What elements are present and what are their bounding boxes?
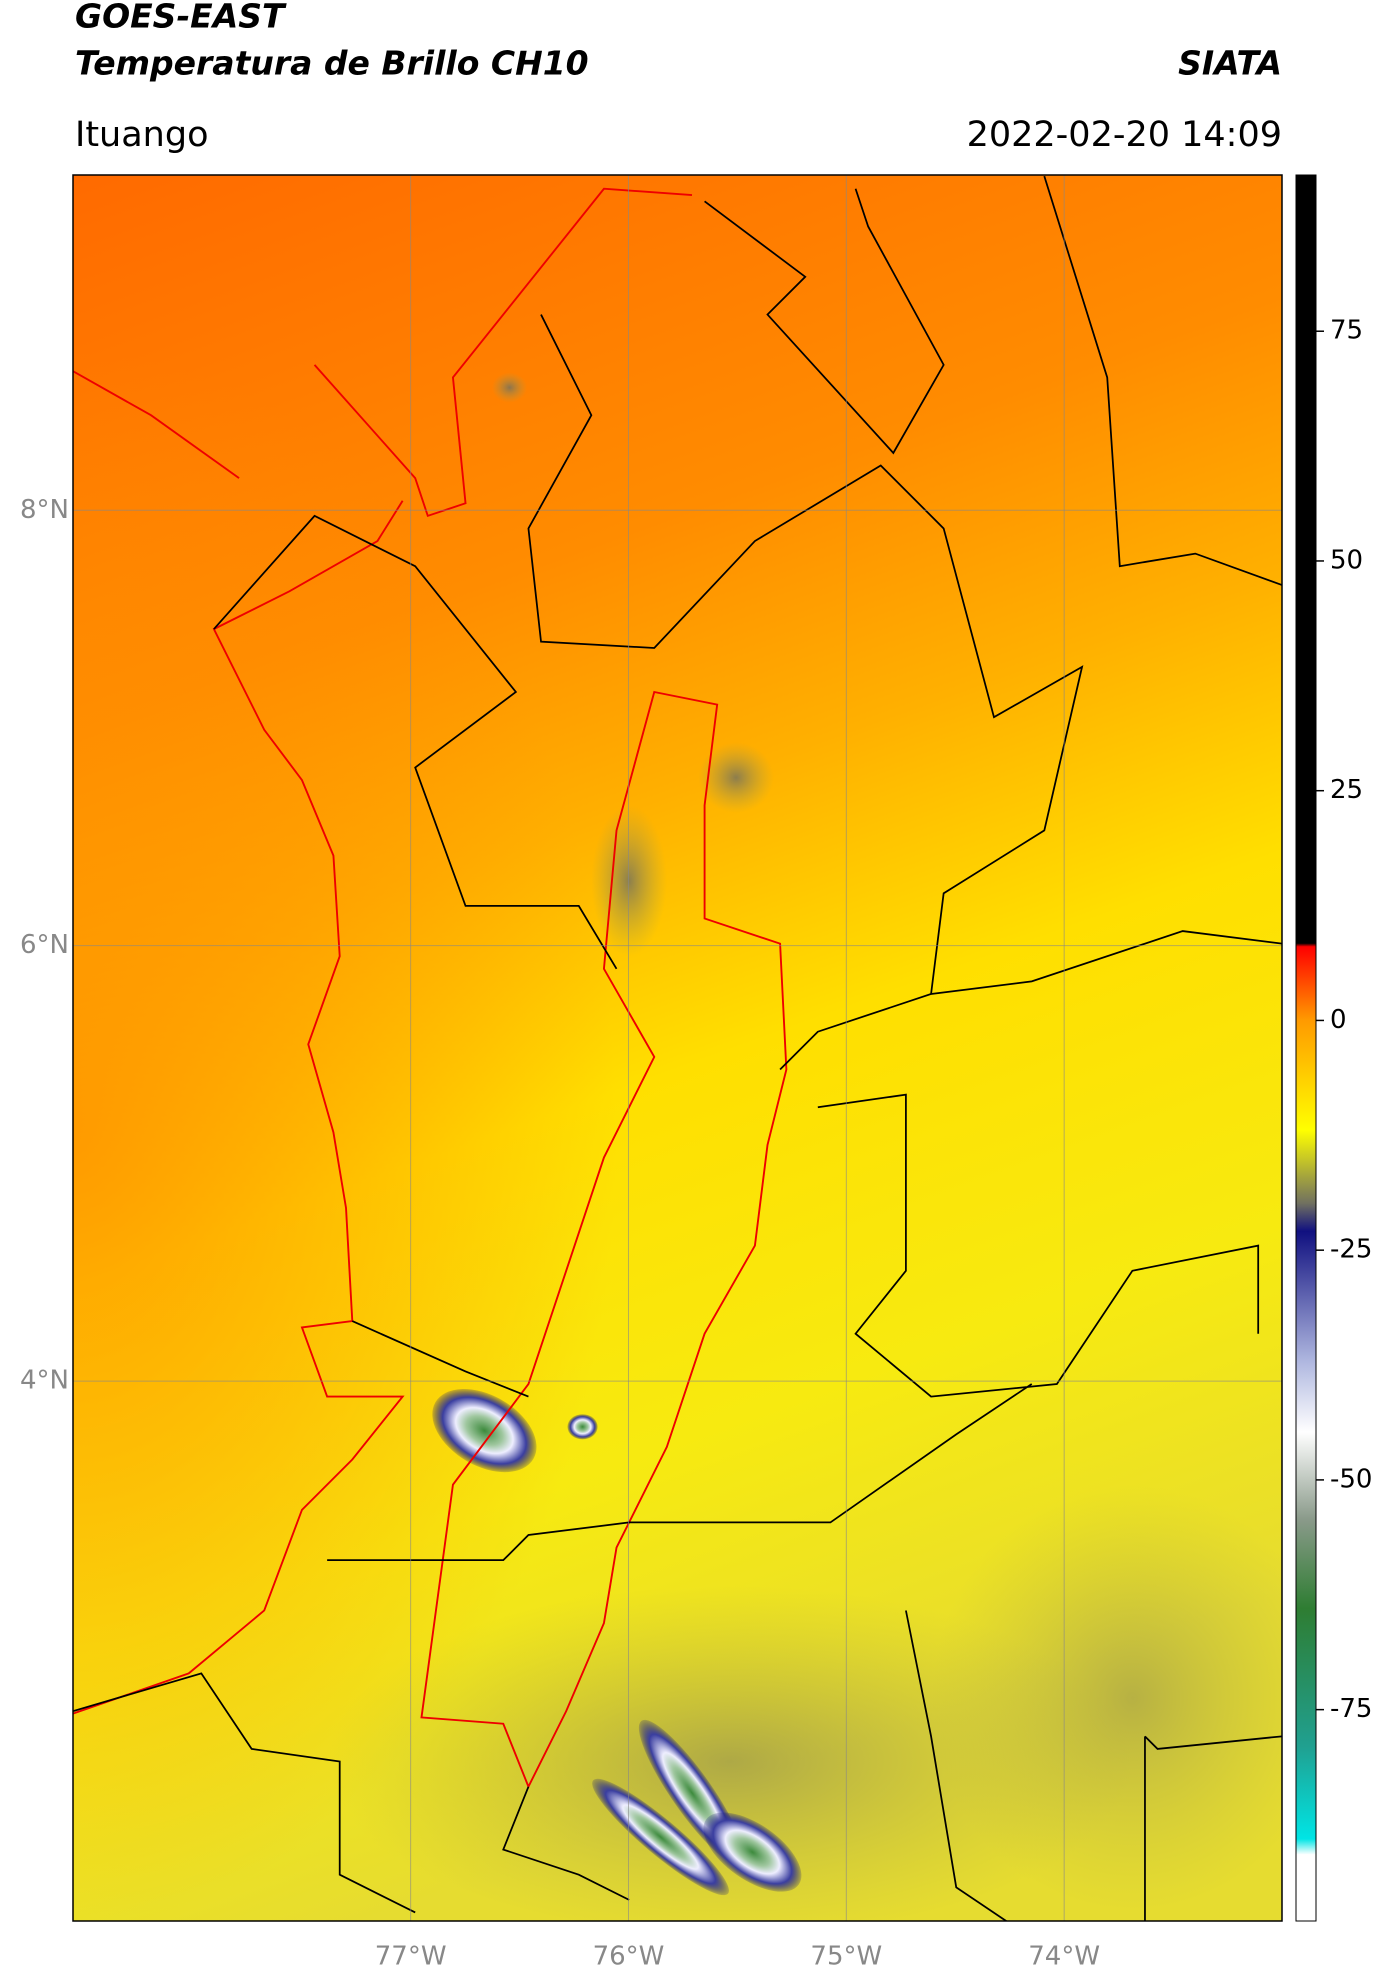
colorbar [1295, 174, 1317, 1922]
x-tick-label: 76°W [593, 1942, 665, 1972]
region: Ituango [75, 115, 209, 155]
colorbar-tick-label: -50 [1330, 1464, 1372, 1494]
features [73, 175, 1282, 1921]
colorbar-tick-label: 0 [1330, 1005, 1347, 1035]
colorbar-tick-label: -25 [1330, 1235, 1372, 1265]
y-tick-label: 8°N [20, 495, 69, 525]
colorbar-tick-label: 50 [1330, 545, 1363, 575]
datetime: 2022-02-20 14:09 [967, 115, 1282, 155]
map-frame [72, 174, 1283, 1922]
axes: 77°W 76°W 75°W 74°W 8°N 6°N 4°N 75 50 25 0 -25 -50 -7… [20, 316, 1372, 1972]
grid [73, 175, 1282, 1921]
map [73, 175, 1282, 1921]
brand: SIATA [1178, 44, 1282, 83]
title: GOES-EAST [75, 0, 287, 36]
x-tick-label: 74°W [1028, 1942, 1100, 1972]
colorbar-tick-label: 75 [1330, 316, 1363, 346]
x-tick-label: 75°W [810, 1942, 882, 1972]
colorbar-tick-label: 25 [1330, 775, 1363, 805]
y-tick-label: 6°N [20, 930, 69, 960]
x-tick-label: 77°W [375, 1942, 447, 1972]
subtitle: Temperatura de Brillo CH10 [75, 44, 589, 83]
y-tick-label: 4°N [20, 1366, 69, 1396]
colorbar-tick-label: -75 [1330, 1694, 1372, 1724]
